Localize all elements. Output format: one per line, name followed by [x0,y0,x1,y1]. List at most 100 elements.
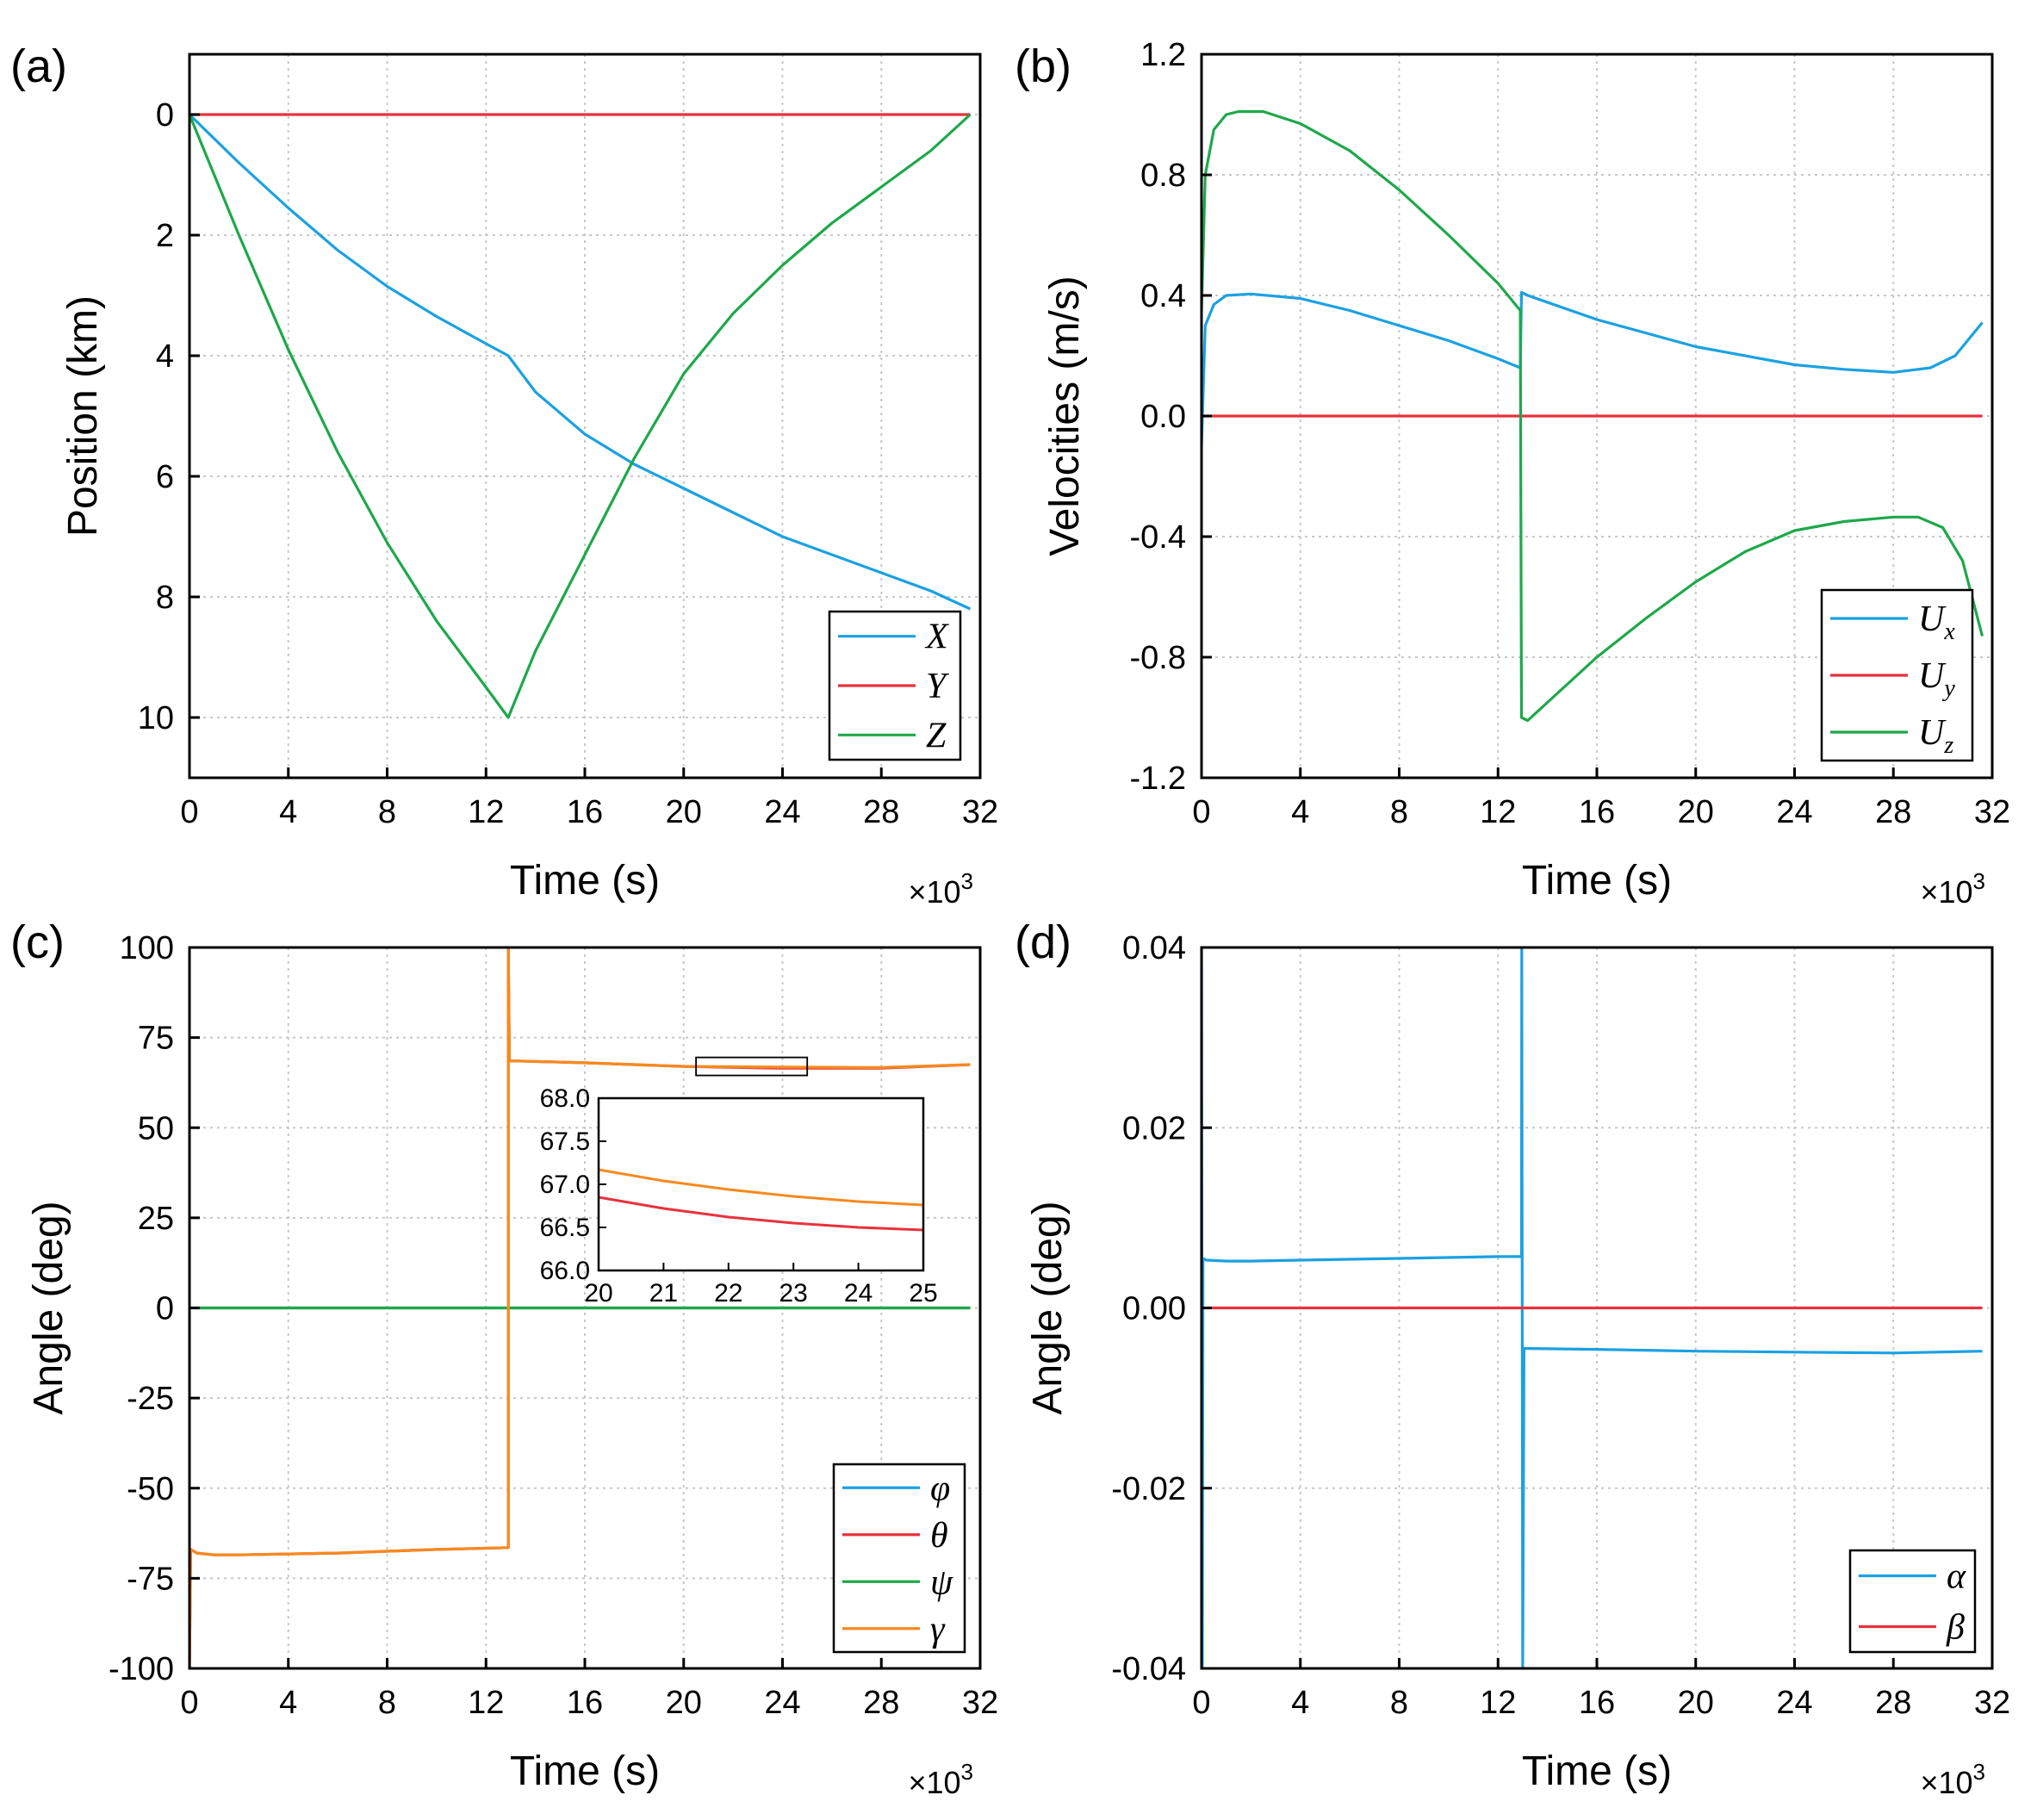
y-axis-label: Angle (deg) [1025,1201,1071,1414]
inset-bg [599,1098,923,1270]
x-tick-label: 8 [378,794,396,830]
x-tick-label: 28 [863,1685,899,1721]
x-tick-label: 28 [863,794,899,830]
x-tick-label: 20 [1678,1685,1714,1721]
x-tick-label: 4 [1291,794,1309,830]
legend-label: α [1947,1557,1966,1597]
inset-x-tick-label: 25 [909,1279,937,1308]
y-tick-label: 0.8 [1140,158,1186,194]
x-tick-label: 20 [666,1685,702,1721]
x-tick-label: 16 [1579,1685,1615,1721]
x-tick-label: 28 [1875,1685,1911,1721]
x-tick-label: 0 [180,1685,198,1721]
inset-y-tick-label: 67.0 [540,1171,590,1199]
y-axis-label: Position (km) [60,295,106,537]
x-tick-label: 16 [567,794,603,830]
panel-b: 0 4 8 12 16 20 24 28 32 1.2 0.8 0.4 0.0 -0.4 -0.8 -1.2 T… [1015,37,2010,910]
inset-line-0 [598,1168,924,1207]
x-tick-label: 32 [1974,794,2010,830]
y-tick-label: -0.4 [1130,519,1186,556]
y-tick-label: 0 [156,1291,174,1327]
y-tick-label: 75 [138,1021,174,1057]
x-tick-label: 32 [1974,1685,2010,1721]
y-tick-label: 4 [156,339,174,375]
x-tick-label: 12 [1480,794,1516,830]
legend-label: Uy [1918,656,1955,702]
y-tick-label: 6 [156,459,174,495]
inset-y-tick-label: 66.5 [540,1214,590,1242]
x-axis-label: Time (s) [1522,858,1672,904]
inset-x-tick-label: 22 [714,1279,742,1308]
inset-x-tick-label: 21 [649,1279,678,1308]
legend: Ux Uy Uz [1820,588,1974,762]
y-tick-label: -50 [127,1471,174,1507]
y-tick-label: -100 [109,1651,174,1687]
y-tick-label: -0.02 [1111,1471,1186,1507]
legend-label: X [924,618,950,657]
legend-label: β [1946,1608,1965,1648]
x-multiplier: ×103 [1920,868,1985,910]
y-axis-label: Angle (deg) [26,1201,71,1414]
series-group [189,947,971,1668]
x-tick-label: 8 [1390,794,1408,830]
y-tick-label: 25 [138,1201,174,1237]
zoom-box [695,1056,809,1077]
x-tick-label: 24 [1776,794,1812,830]
inset-y-tick-label: 68.0 [540,1084,590,1113]
x-tick-label: 12 [468,794,504,830]
y-tick-label: 10 [138,700,174,736]
y-tick-label: -75 [127,1561,174,1597]
inset-line-1 [598,1196,924,1232]
x-tick-label: 28 [1875,794,1911,830]
x-tick-label: 12 [468,1685,504,1721]
y-tick-label: 1.2 [1140,37,1186,73]
x-tick-label: 16 [567,1685,603,1721]
x-tick-label: 4 [1291,1685,1309,1721]
x-tick-label: 12 [1480,1685,1516,1721]
x-tick-label: 8 [378,1685,396,1721]
x-tick-label: 32 [962,794,998,830]
panel-c: 0 4 8 12 16 20 24 28 32 100 75 50 25 0 -25 -50 -75 -100 Ti… [10,916,998,1800]
panel-label: (d) [1015,916,1071,968]
series-line-2 [1202,109,1984,723]
x-tick-label: 0 [1192,794,1210,830]
y-tick-label: 0.02 [1122,1110,1186,1146]
y-tick-label: 2 [156,218,174,254]
x-tick-label: 8 [1390,1685,1408,1721]
y-tick-label: 0.00 [1122,1291,1186,1327]
x-tick-label: 24 [1776,1685,1812,1721]
x-tick-label: 24 [764,1685,800,1721]
x-axis-label: Time (s) [510,858,660,904]
x-tick-label: 24 [764,794,800,830]
y-tick-label: 0.04 [1122,930,1186,966]
inset-y-tick-label: 67.5 [540,1127,590,1156]
panel-label: (a) [10,40,67,92]
x-axis-label: Time (s) [510,1749,660,1794]
legend-label: θ [930,1516,948,1556]
legend-label: φ [930,1469,950,1508]
y-tick-label: 100 [120,930,174,966]
inset-x-tick-label: 20 [584,1279,612,1308]
x-tick-label: 32 [962,1685,998,1721]
series-group [189,113,972,719]
inset-x-tick-label: 23 [779,1279,808,1308]
legend: XYZ [828,610,962,761]
inset-x-tick-label: 24 [844,1279,873,1308]
legend-label: Ux [1918,599,1955,645]
x-tick-label: 4 [279,1685,297,1721]
y-axis-label: Velocities (m/s) [1042,276,1088,556]
series-group [1202,109,1984,723]
x-tick-label: 0 [1192,1685,1210,1721]
y-tick-label: -25 [127,1381,174,1417]
y-tick-label: 50 [138,1110,174,1146]
y-tick-label: 0.4 [1140,278,1186,314]
legend-box [1848,1549,1977,1654]
x-tick-label: 4 [279,794,297,830]
x-multiplier: ×103 [908,1759,973,1800]
series-group [1202,947,1983,1668]
y-tick-label: 0.0 [1140,399,1186,435]
legend-label: γ [930,1610,946,1649]
y-tick-label: 0 [156,97,174,134]
